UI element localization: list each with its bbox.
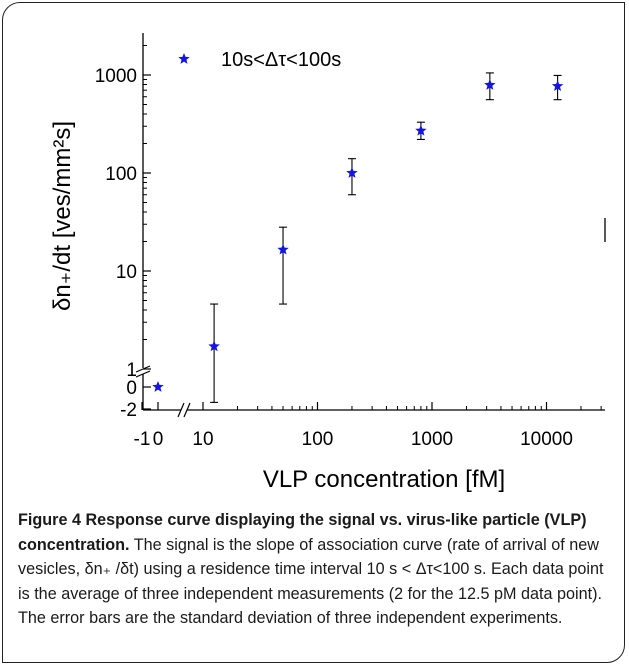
- axes: [135, 33, 606, 418]
- data-point-star: [551, 80, 564, 91]
- legend-marker-star: [178, 53, 190, 64]
- x-tick-label: -1: [134, 429, 151, 450]
- y-axis-label: δn₊/dt [ves/mm²s]: [49, 121, 76, 311]
- data-point-star: [346, 167, 358, 178]
- data-point-star: [277, 243, 289, 255]
- x-axis-break-mark: [183, 402, 191, 418]
- legend: 10s<Δτ<100s: [178, 49, 341, 71]
- x-axis-label: VLP concentration [fM]: [263, 466, 505, 493]
- data-marks: [152, 72, 564, 403]
- legend-label: 10s<Δτ<100s: [221, 49, 341, 71]
- y-tick-label: 100: [105, 164, 137, 185]
- x-axis-break-mark: [177, 402, 185, 418]
- data-point-star: [152, 381, 164, 392]
- y-tick-label: -2: [120, 400, 137, 421]
- y-tick-label: 10: [116, 262, 137, 283]
- x-tick-label: 10000: [520, 429, 573, 450]
- y-tick-label: 0: [126, 378, 137, 399]
- y-tick-label: 1000: [95, 66, 137, 87]
- caption-text: The signal is the slope of association c…: [18, 535, 604, 628]
- x-tick-label: 0: [153, 429, 164, 450]
- data-point-star: [484, 79, 496, 90]
- x-tick-label: 1000: [411, 429, 453, 450]
- figure-caption: Figure 4 Response curve displaying the s…: [18, 508, 614, 631]
- x-tick-label: 10: [192, 429, 213, 450]
- data-point-star: [208, 340, 220, 352]
- caption-label: Figure 4 Response curve displaying the s…: [18, 511, 587, 554]
- data-point-star: [415, 124, 427, 136]
- y-axis-break-mark: [135, 370, 151, 378]
- y-tick-label: 1: [126, 360, 137, 381]
- x-tick-label: 100: [302, 429, 334, 450]
